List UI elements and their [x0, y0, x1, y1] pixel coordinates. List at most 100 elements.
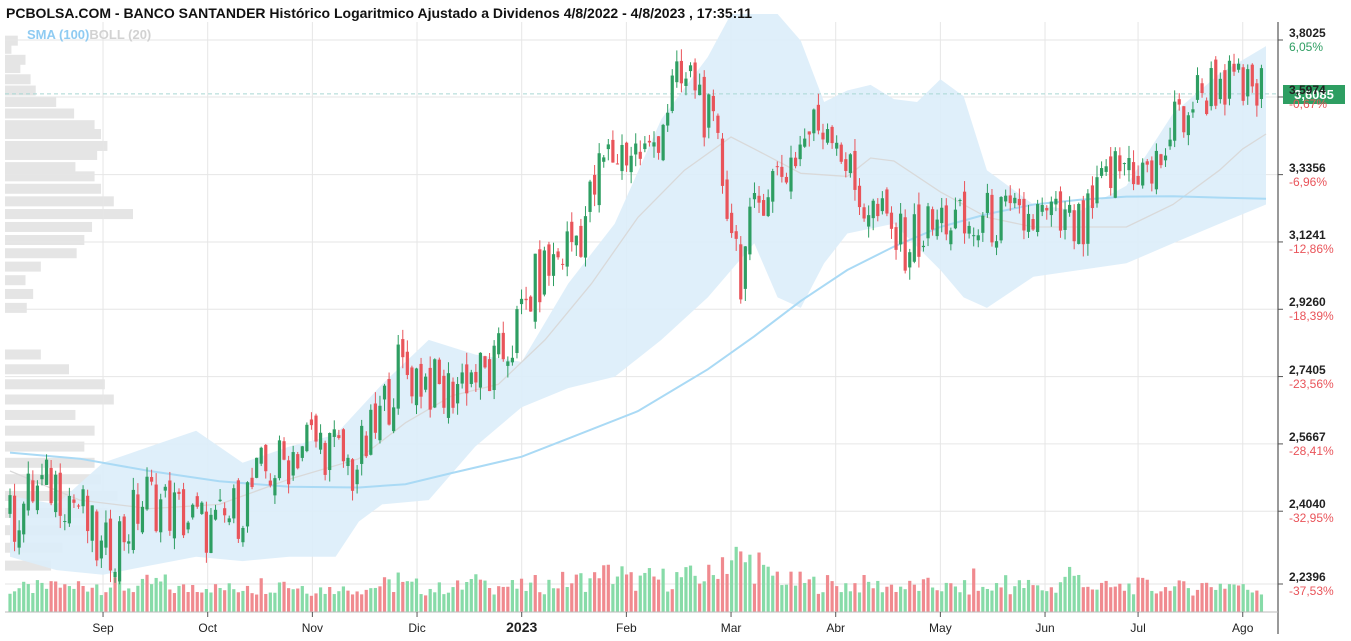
candle-body	[26, 473, 30, 511]
candle	[346, 454, 350, 476]
candle-body	[396, 344, 400, 409]
candle-body	[81, 489, 85, 507]
candle	[885, 187, 889, 217]
candle-body	[762, 200, 766, 216]
candle	[921, 240, 926, 252]
candle	[1049, 196, 1053, 227]
volume-bar	[1122, 590, 1127, 612]
candle	[1223, 64, 1227, 116]
volume-bar	[803, 582, 807, 612]
candle-body	[419, 363, 423, 397]
candle	[862, 203, 866, 222]
volume-bar	[579, 573, 583, 612]
volume-profile-bar	[5, 441, 85, 452]
x-tick-label: Ago	[1232, 621, 1254, 635]
volume-profile-bar	[5, 54, 26, 65]
candle-body	[551, 254, 556, 276]
candle-body	[273, 478, 277, 496]
candle	[410, 365, 414, 404]
legend-boll[interactable]: BOLL (20)	[89, 27, 152, 42]
candle-body	[857, 185, 862, 208]
volume-bar	[775, 571, 779, 612]
candle-body	[49, 467, 53, 504]
candle	[538, 240, 542, 313]
candle-body	[118, 521, 122, 582]
legend-sma[interactable]: SMA (100)	[27, 27, 90, 42]
volume-profile-bar	[5, 275, 26, 286]
volume-bar	[1095, 589, 1099, 612]
candle-body	[661, 124, 665, 161]
candle-body	[876, 203, 880, 217]
volume-bar	[1173, 586, 1177, 612]
volume-bar	[908, 580, 912, 612]
candle-body	[95, 511, 99, 561]
candle-body	[780, 166, 784, 177]
volume-bar	[1045, 591, 1049, 612]
volume-bar	[127, 588, 131, 612]
candle-body	[912, 214, 916, 262]
candle-body	[1036, 204, 1040, 233]
candle-body	[807, 131, 811, 135]
candle	[652, 131, 656, 158]
volume-bar	[1131, 594, 1136, 612]
volume-bar	[679, 577, 683, 612]
volume-bar	[880, 592, 884, 612]
candle-body	[405, 351, 409, 375]
candle	[446, 362, 451, 424]
candle-body	[670, 75, 674, 111]
candle-body	[725, 179, 729, 219]
volume-bar	[725, 573, 729, 612]
volume-bar	[63, 584, 67, 612]
x-tick-label: Oct	[198, 621, 218, 635]
candle-body	[181, 489, 186, 536]
candle-body	[287, 460, 291, 485]
candle-body	[848, 154, 852, 174]
candle-body	[437, 359, 441, 385]
y-tick-percent: -23,56%	[1289, 376, 1334, 391]
indicator-legend: SMA (100)BOLL (20)	[27, 27, 151, 42]
candle	[999, 196, 1003, 244]
candle	[414, 367, 419, 415]
candle	[976, 229, 980, 248]
volume-bar	[282, 581, 286, 612]
candle	[149, 469, 154, 486]
volume-bar	[921, 579, 926, 612]
candle-body	[264, 444, 268, 472]
volume-profile-bar	[5, 379, 105, 390]
candle-body	[1191, 109, 1195, 113]
volume-profile-bar	[5, 457, 95, 468]
y-tick-percent: -0,67%	[1289, 96, 1328, 111]
candle-body	[145, 476, 149, 510]
candle-body	[232, 488, 236, 519]
volume-bar	[455, 580, 460, 612]
candle-body	[172, 492, 177, 539]
candle-body	[369, 409, 373, 455]
volume-bar	[771, 575, 775, 612]
candle-body	[424, 376, 428, 390]
candle	[26, 461, 30, 516]
candlesticks	[8, 49, 1264, 585]
volume-bar	[666, 591, 670, 612]
volume-bar	[825, 575, 830, 612]
candle-body	[561, 263, 565, 265]
candle	[172, 482, 177, 550]
candle	[72, 494, 76, 508]
candle-body	[12, 495, 17, 542]
volume-bar	[1049, 587, 1053, 612]
candle	[1036, 199, 1040, 237]
candle	[309, 412, 314, 430]
candle	[917, 192, 921, 268]
volume-bar	[49, 581, 53, 612]
candle	[259, 446, 263, 467]
volume-bar	[634, 590, 638, 612]
volume-bar	[131, 592, 135, 612]
volume-bar	[259, 578, 263, 612]
volume-profile-bar	[5, 302, 27, 313]
candle-body	[382, 385, 387, 400]
volume-profile-bar	[5, 235, 85, 246]
volume-bar	[967, 594, 971, 612]
candle-body	[1168, 139, 1172, 147]
candle	[277, 435, 282, 481]
volume-bar	[446, 592, 451, 612]
volume-bar	[702, 581, 706, 612]
